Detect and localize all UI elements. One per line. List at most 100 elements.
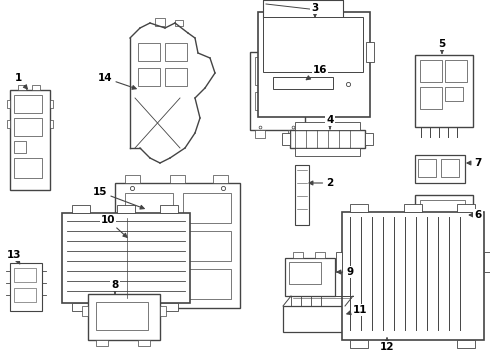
Bar bbox=[96, 302, 148, 330]
Bar bbox=[285, 258, 335, 296]
Bar bbox=[165, 43, 187, 61]
Text: 6: 6 bbox=[469, 210, 482, 220]
Bar bbox=[263, 17, 363, 72]
Bar bbox=[50, 120, 53, 128]
Text: 8: 8 bbox=[111, 280, 119, 294]
Bar bbox=[289, 262, 321, 284]
Bar bbox=[125, 269, 173, 299]
Bar bbox=[457, 340, 475, 348]
Bar bbox=[418, 159, 436, 177]
Bar bbox=[32, 85, 40, 90]
Bar bbox=[255, 92, 273, 110]
Bar bbox=[170, 175, 185, 183]
Bar bbox=[183, 269, 231, 299]
Bar bbox=[420, 200, 465, 238]
Text: 10: 10 bbox=[101, 215, 127, 237]
Bar bbox=[155, 18, 165, 26]
Bar bbox=[14, 95, 42, 113]
Bar bbox=[415, 195, 473, 245]
Bar bbox=[263, 0, 343, 18]
Bar bbox=[125, 175, 140, 183]
Bar bbox=[450, 245, 465, 253]
Bar bbox=[255, 130, 265, 138]
Bar bbox=[350, 204, 368, 212]
Bar bbox=[14, 141, 26, 153]
Text: 11: 11 bbox=[347, 305, 367, 315]
Bar bbox=[445, 60, 467, 82]
Bar bbox=[183, 193, 231, 223]
Text: 3: 3 bbox=[311, 3, 318, 17]
Bar bbox=[295, 122, 360, 130]
Text: 1: 1 bbox=[14, 73, 27, 89]
Bar bbox=[14, 118, 42, 136]
Bar bbox=[138, 43, 160, 61]
Bar bbox=[350, 340, 368, 348]
Bar bbox=[441, 159, 459, 177]
Bar bbox=[14, 268, 36, 282]
Bar bbox=[336, 252, 342, 272]
Bar bbox=[415, 55, 473, 127]
Bar bbox=[290, 130, 365, 148]
Bar bbox=[293, 252, 303, 258]
Bar bbox=[366, 42, 374, 62]
Bar bbox=[213, 175, 228, 183]
Text: 13: 13 bbox=[7, 250, 21, 264]
Bar bbox=[420, 87, 442, 109]
Text: 9: 9 bbox=[337, 267, 354, 277]
Bar bbox=[138, 340, 150, 346]
Bar bbox=[283, 306, 345, 332]
Bar bbox=[117, 205, 135, 213]
Text: 4: 4 bbox=[326, 115, 334, 129]
Bar bbox=[160, 205, 178, 213]
Bar bbox=[445, 87, 463, 101]
Bar bbox=[125, 193, 173, 223]
Bar bbox=[96, 340, 108, 346]
Text: 14: 14 bbox=[98, 73, 136, 89]
Text: 16: 16 bbox=[306, 65, 327, 80]
Bar bbox=[125, 231, 173, 261]
Bar bbox=[420, 245, 435, 253]
Bar bbox=[404, 204, 422, 212]
Text: 5: 5 bbox=[439, 39, 445, 53]
Bar bbox=[365, 133, 373, 145]
Bar bbox=[50, 100, 53, 108]
Bar bbox=[14, 158, 42, 178]
Bar bbox=[255, 57, 277, 85]
Text: 2: 2 bbox=[309, 178, 334, 188]
Bar bbox=[10, 263, 42, 311]
Bar bbox=[415, 155, 465, 183]
Bar bbox=[88, 294, 160, 340]
Bar bbox=[18, 85, 26, 90]
Text: 7: 7 bbox=[467, 158, 482, 168]
Bar bbox=[295, 165, 309, 225]
Bar bbox=[258, 12, 370, 117]
Bar bbox=[14, 288, 36, 302]
Bar bbox=[250, 52, 305, 130]
Bar bbox=[72, 205, 90, 213]
Bar bbox=[183, 231, 231, 261]
Bar bbox=[82, 306, 88, 316]
Bar bbox=[295, 148, 360, 156]
Bar bbox=[115, 183, 240, 308]
Bar bbox=[160, 306, 166, 316]
Bar bbox=[138, 68, 160, 86]
Bar bbox=[165, 68, 187, 86]
Bar bbox=[280, 92, 295, 107]
Bar bbox=[282, 133, 290, 145]
Bar bbox=[273, 77, 333, 89]
Bar bbox=[62, 213, 190, 303]
Bar bbox=[10, 90, 50, 190]
Bar bbox=[72, 303, 90, 311]
Bar bbox=[7, 100, 10, 108]
Bar bbox=[342, 212, 484, 340]
Bar bbox=[288, 130, 298, 138]
Bar bbox=[315, 252, 325, 258]
Bar bbox=[484, 252, 490, 272]
Bar bbox=[175, 20, 183, 26]
Text: 15: 15 bbox=[93, 187, 144, 209]
Bar bbox=[420, 60, 442, 82]
Bar bbox=[160, 303, 178, 311]
Text: 12: 12 bbox=[380, 338, 394, 352]
Bar bbox=[7, 120, 10, 128]
Bar bbox=[457, 204, 475, 212]
